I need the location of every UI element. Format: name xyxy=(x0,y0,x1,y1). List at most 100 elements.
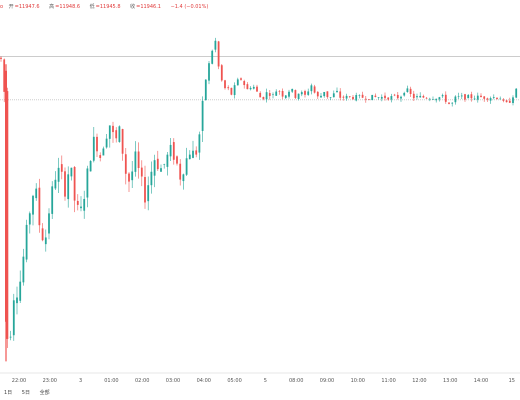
candle-body xyxy=(480,95,482,98)
candle-body xyxy=(515,88,518,98)
candle-body xyxy=(355,95,358,101)
candle-body xyxy=(464,94,466,100)
period-selector: 1日 5日 全部 xyxy=(4,389,58,396)
candle-body xyxy=(211,50,214,64)
candle-body xyxy=(118,126,121,142)
candle-body xyxy=(476,95,479,100)
candle-body xyxy=(307,91,310,95)
x-tick-label: 04:00 xyxy=(197,378,211,384)
candle-body xyxy=(198,134,201,153)
candle-body xyxy=(412,93,415,99)
x-tick-label: 14:00 xyxy=(474,378,488,384)
candle-body xyxy=(64,171,66,197)
candle-body xyxy=(124,154,127,174)
candle-body xyxy=(339,91,342,98)
candle-body xyxy=(195,150,198,155)
candle-body xyxy=(416,96,418,98)
candle-body xyxy=(278,91,281,92)
candle-body xyxy=(304,91,306,95)
candle-body xyxy=(140,167,143,177)
candle-body xyxy=(368,99,370,100)
x-tick-label: 05:00 xyxy=(227,378,241,384)
candle-body xyxy=(201,100,204,131)
candle-body xyxy=(51,186,54,214)
candle-body xyxy=(409,88,412,94)
candle-body xyxy=(112,125,114,133)
candle-body xyxy=(19,281,22,301)
candle-body xyxy=(470,94,473,99)
candle-body xyxy=(169,144,172,157)
candle-body xyxy=(204,79,207,101)
candle-body xyxy=(358,95,361,96)
candle-body xyxy=(57,167,60,182)
candle-body xyxy=(249,87,252,90)
candle-body xyxy=(492,97,495,98)
candle-body xyxy=(371,94,374,101)
symbol-label: o xyxy=(0,4,4,10)
candle-body xyxy=(332,93,335,98)
candle-body xyxy=(259,92,262,98)
candle-body xyxy=(220,65,223,81)
candle-body xyxy=(9,336,12,338)
candle-body xyxy=(329,97,332,98)
candle-body xyxy=(70,167,73,177)
candle-body xyxy=(505,100,508,103)
x-tick-label: 15 xyxy=(509,378,515,384)
candle-body xyxy=(16,297,18,304)
candle-body xyxy=(86,168,89,198)
period-all-button[interactable]: 全部 xyxy=(39,390,50,396)
candle-body xyxy=(460,95,463,97)
candle-body xyxy=(28,213,31,225)
x-tick-label: 13:00 xyxy=(443,378,457,384)
x-tick-label: 12:00 xyxy=(412,378,426,384)
low-value: 低=11945.8 xyxy=(89,4,121,10)
candle-body xyxy=(425,97,428,99)
candle-body xyxy=(176,156,178,164)
candle-body xyxy=(422,96,425,98)
candle-body xyxy=(128,173,130,182)
candle-body xyxy=(166,154,169,167)
candle-body xyxy=(153,160,156,176)
x-tick-label: 3 xyxy=(79,378,82,384)
x-tick-label: 22:00 xyxy=(12,378,26,384)
candle-body xyxy=(364,98,367,100)
candle-body xyxy=(156,158,159,170)
candle-body xyxy=(179,163,182,180)
candle-body xyxy=(336,90,338,93)
period-5d-button[interactable]: 5日 xyxy=(21,390,30,396)
candle-body xyxy=(83,198,86,211)
candle-body xyxy=(457,96,460,97)
candle-body xyxy=(48,213,50,234)
candle-body xyxy=(214,40,217,50)
candle-body xyxy=(483,96,486,99)
candle-body xyxy=(316,91,319,97)
candle-body xyxy=(246,84,249,90)
candle-body xyxy=(435,98,438,101)
candle-body xyxy=(233,85,236,96)
candle-body xyxy=(6,91,9,339)
period-1d-button[interactable]: 1日 xyxy=(4,390,13,396)
candle-body xyxy=(432,99,434,100)
candle-body xyxy=(275,91,278,96)
candle-body xyxy=(89,161,92,172)
candle-body xyxy=(438,97,441,100)
candle-body xyxy=(451,102,454,104)
change-value: −1.4 (−0.01%) xyxy=(170,4,209,10)
candle-body xyxy=(54,179,57,189)
candle-body xyxy=(44,237,47,245)
x-tick-label: 08:00 xyxy=(289,378,303,384)
candle-body xyxy=(108,125,111,139)
x-tick-label: 23:00 xyxy=(43,378,57,384)
candle-body xyxy=(35,188,38,199)
candle-body xyxy=(499,98,502,100)
candle-body xyxy=(38,187,41,226)
candle-body xyxy=(288,91,290,97)
candle-body xyxy=(150,171,153,186)
candle-body xyxy=(32,195,34,215)
candle-body xyxy=(502,99,505,101)
x-tick-label: 11:00 xyxy=(381,378,395,384)
candle-body xyxy=(224,80,226,89)
candle-body xyxy=(252,86,255,89)
candle-body xyxy=(512,97,514,104)
